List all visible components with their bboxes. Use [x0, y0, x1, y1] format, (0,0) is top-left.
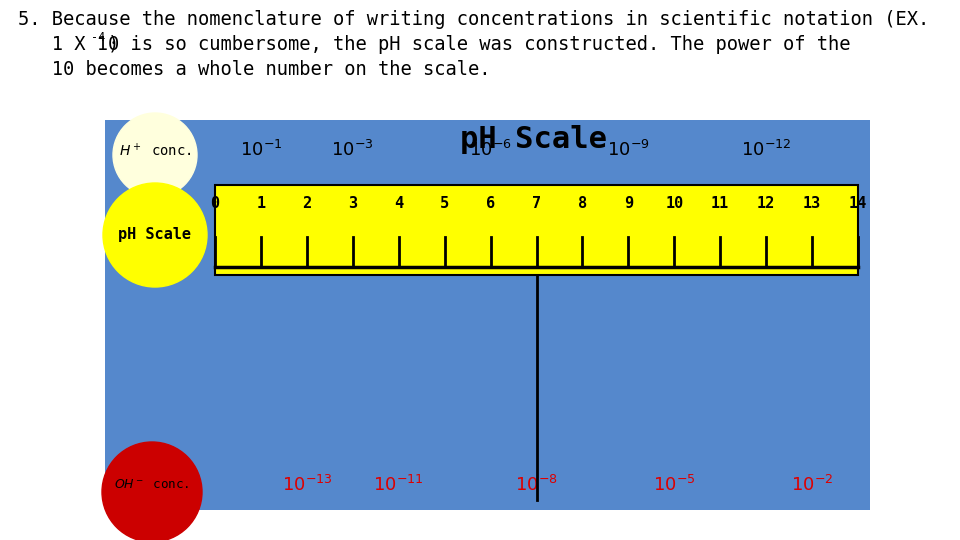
- Text: $10^{-13}$: $10^{-13}$: [281, 475, 332, 495]
- Text: 7: 7: [532, 195, 541, 211]
- Text: $10^{-12}$: $10^{-12}$: [741, 140, 791, 160]
- Text: $10^{-8}$: $10^{-8}$: [516, 475, 558, 495]
- FancyBboxPatch shape: [105, 120, 870, 510]
- Text: 1 X 10: 1 X 10: [18, 35, 119, 54]
- Text: ) is so cumbersome, the pH scale was constructed. The power of the: ) is so cumbersome, the pH scale was con…: [108, 35, 851, 54]
- Text: 11: 11: [711, 195, 730, 211]
- Text: 13: 13: [803, 195, 821, 211]
- Text: $10^{-3}$: $10^{-3}$: [331, 140, 374, 160]
- Text: 8: 8: [578, 195, 587, 211]
- Circle shape: [102, 442, 202, 540]
- Text: 4: 4: [395, 195, 403, 211]
- Text: $10^{-5}$: $10^{-5}$: [653, 475, 696, 495]
- Text: 5: 5: [440, 195, 449, 211]
- Text: 10: 10: [665, 195, 684, 211]
- Text: 1: 1: [256, 195, 266, 211]
- Text: $10^{-2}$: $10^{-2}$: [791, 475, 833, 495]
- Text: 0: 0: [210, 195, 220, 211]
- Text: $10^{-1}$: $10^{-1}$: [240, 140, 282, 160]
- Circle shape: [103, 183, 207, 287]
- Text: 2: 2: [302, 195, 311, 211]
- Text: 14: 14: [849, 195, 867, 211]
- Text: 10 becomes a whole number on the scale.: 10 becomes a whole number on the scale.: [18, 60, 491, 79]
- Circle shape: [113, 113, 197, 197]
- Text: $10^{-9}$: $10^{-9}$: [607, 140, 650, 160]
- FancyBboxPatch shape: [215, 185, 858, 275]
- Text: 5. Because the nomenclature of writing concentrations in scientific notation (EX: 5. Because the nomenclature of writing c…: [18, 10, 929, 29]
- Text: 12: 12: [757, 195, 776, 211]
- Text: 6: 6: [486, 195, 495, 211]
- Text: -4: -4: [91, 31, 106, 44]
- Text: 9: 9: [624, 195, 633, 211]
- Text: $OH^-$ conc.: $OH^-$ conc.: [114, 477, 190, 490]
- Text: 3: 3: [348, 195, 357, 211]
- Text: pH Scale: pH Scale: [118, 227, 191, 242]
- Text: $10^{-6}$: $10^{-6}$: [469, 140, 512, 160]
- Text: pH Scale: pH Scale: [460, 125, 607, 154]
- Text: $10^{-11}$: $10^{-11}$: [373, 475, 424, 495]
- Text: $H^+$ conc.: $H^+$ conc.: [119, 143, 191, 160]
